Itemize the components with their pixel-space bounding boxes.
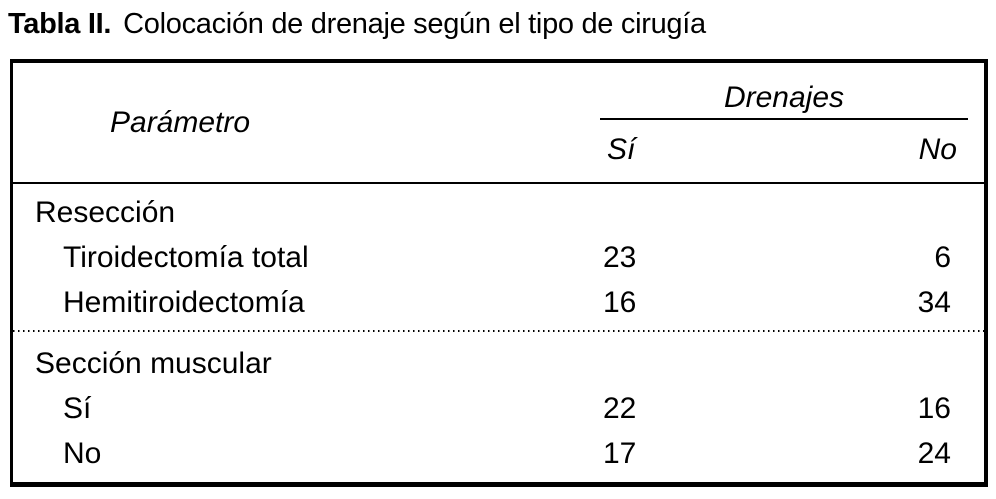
row-label: Sí	[63, 391, 92, 425]
row-label: No	[63, 436, 102, 470]
section-reseccion: Resección Tiroidectomía total 23 6 Hemit…	[13, 184, 984, 330]
header-parametro: Parámetro	[110, 105, 251, 139]
section-title: Resección	[35, 195, 176, 229]
table-body: Resección Tiroidectomía total 23 6 Hemit…	[13, 184, 984, 482]
header-col-si: Sí	[607, 133, 636, 166]
cell-si: 16	[603, 285, 637, 319]
dotted-section-divider	[13, 330, 984, 332]
section-title-row: Sección muscular	[13, 341, 984, 386]
table-row: No 17 24	[13, 431, 984, 476]
cell-no: 24	[917, 436, 951, 470]
section-title-row: Resección	[13, 190, 984, 235]
section-title: Sección muscular	[35, 346, 272, 380]
header-col-no: No	[918, 133, 957, 166]
cell-si: 22	[603, 391, 637, 425]
table-row: Sí 22 16	[13, 386, 984, 431]
section-seccion-muscular: Sección muscular Sí 22 16 No 17 24	[13, 332, 984, 482]
cell-no: 34	[917, 285, 951, 319]
header-subcolumns: Sí No	[600, 120, 968, 180]
header-drenajes-label: Drenajes	[600, 63, 968, 120]
table-row: Tiroidectomía total 23 6	[13, 235, 984, 280]
table-caption: Tabla II. Colocación de drenaje según el …	[8, 8, 706, 41]
row-label: Tiroidectomía total	[63, 240, 309, 274]
cell-no: 16	[917, 391, 951, 425]
table-caption-text: Colocación de drenaje según el tipo de c…	[123, 8, 706, 40]
cell-si: 23	[603, 240, 637, 274]
table-header: Parámetro Drenajes Sí No	[13, 63, 984, 184]
table-caption-number: Tabla II.	[8, 8, 112, 40]
table-row: Hemitiroidectomía 16 34	[13, 280, 984, 325]
header-group-drenajes: Drenajes Sí No	[600, 63, 968, 182]
cell-no: 6	[934, 240, 951, 274]
data-table: Parámetro Drenajes Sí No Resección Tiroi…	[10, 59, 988, 487]
cell-si: 17	[603, 436, 637, 470]
row-label: Hemitiroidectomía	[63, 285, 305, 319]
